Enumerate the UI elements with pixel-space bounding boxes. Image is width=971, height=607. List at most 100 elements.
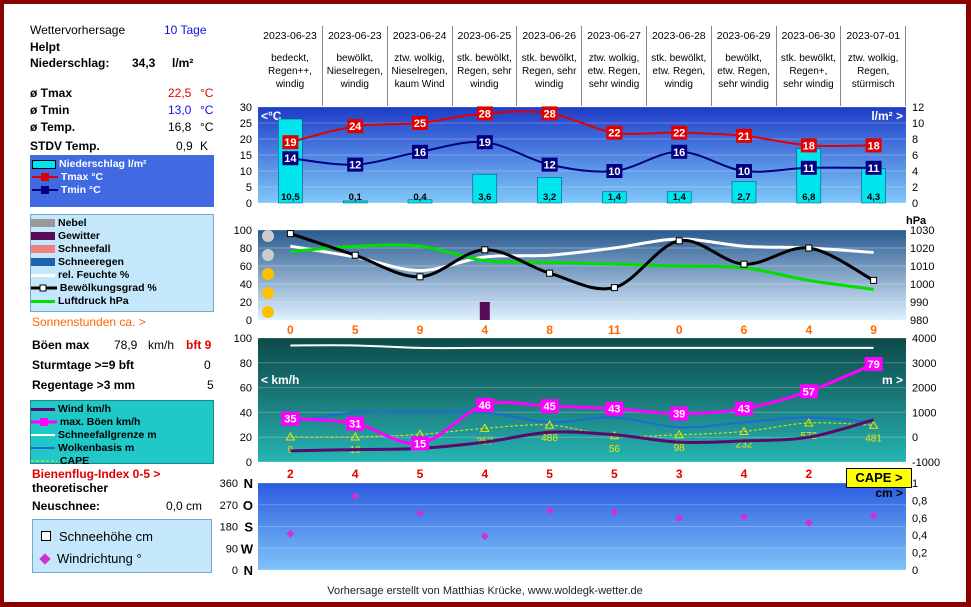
cape-label: 572 [800,431,817,442]
snow-ytick: 1 [912,478,918,490]
wind-ytick: 0 [246,457,252,469]
gust-max-unit: km/h [148,338,175,352]
tmin-label: 16 [673,147,685,159]
precip-bar [537,177,562,204]
sunshine-label: 6 [741,323,748,337]
wind-ytick: 20 [240,432,252,444]
precip-bar [407,199,433,204]
cape-marker [674,429,685,439]
day-date: 2023-06-26 [522,30,577,42]
cape-marker [803,418,814,427]
tmax-label: 22 [673,128,685,140]
gust-marker [864,357,883,372]
rain-days-label: Regentage >3 mm [32,378,136,392]
tmin-marker [476,135,493,150]
day-description: bedeckt, Regen++, windig [268,53,312,90]
legend-tmin: Tmin °C [60,184,101,196]
wind-ytick: 100 [234,333,252,345]
new-snow-value: 0,0 cm [166,499,203,513]
precip-value: 34,3 [132,56,156,70]
pressure-ytick: 990 [910,297,928,309]
tmax-label: 19 [284,137,296,149]
gust-label: 35 [284,414,296,426]
gust-marker [799,384,818,399]
tmin-unit: °C [200,103,214,117]
sun-hours-label: Sonnenstunden ca. > [32,315,146,329]
rain-days-value: 5 [207,378,214,392]
precip-bar [278,118,303,204]
tmin-marker [671,144,688,159]
gust-max-label: Böen max [32,338,90,352]
tmax-label: 18 [867,140,879,152]
cape-line [290,422,874,438]
tmax-label: 24 [349,121,362,133]
bee-index-label: 5 [546,467,553,481]
wind-unit-right: m > [882,373,903,387]
gust-marker [411,436,429,451]
day-description: ztw. wolkig, Regen, stürmisch [847,53,899,90]
compass-label: W [241,541,254,556]
day-description: stk. bewölkt, Regen, sehr windig [456,53,512,90]
wind-direction-marker [545,506,554,515]
snow-unit: cm > [875,486,903,500]
weather-icon [262,230,274,242]
legend-precip: Niederschlag l/m² [59,158,147,170]
wind-direction-marker [416,509,424,518]
snow-ytick: 0,4 [912,530,927,542]
tmax-unit: °C [200,86,214,100]
stdv-unit: K [200,139,209,153]
weather-icon [262,306,274,318]
day-date: 2023-06-23 [263,30,317,42]
gust-label: 43 [738,404,750,416]
sunshine-label: 9 [417,323,424,337]
cape-label: 114 [412,442,428,453]
cape-badge[interactable]: CAPE > [846,468,912,488]
legend-cape: CAPE [59,455,90,467]
tavg-label: ø Temp. [30,120,76,134]
bee-index-label: 4 [481,467,488,481]
weather-icon [262,249,274,261]
temp-unit-right: l/m² > [871,109,903,123]
cape-label: 488 [541,433,558,444]
storm-days-value: 0 [204,358,211,372]
wind-ytick: 80 [240,358,252,370]
temp-panel-bg [258,107,906,203]
direction-ytick: 270 [220,500,238,512]
cloud-cover-marker [546,269,554,277]
precip-ytick: 10 [912,118,924,130]
temp-ytick: 30 [240,102,252,114]
temp-ytick: 0 [246,198,252,210]
day-header-cell: 2023-06-26 stk. bewölkt, Regen, sehr windig [517,26,583,106]
precip-bar [602,191,627,204]
day-date: 2023-06-23 [327,30,382,42]
precip-label: 1,4 [608,192,622,203]
day-date: 2023-06-27 [587,30,641,42]
temp-ytick: 15 [240,150,252,162]
day-header-cell: 2023-06-28 stk. bewölkt, etw. Regen, windig [647,26,712,106]
cape-label: 10 [350,445,362,456]
cloud-legend: Nebel Gewitter Schneefall Schneeregen re… [30,214,214,312]
pressure-ytick: 980 [910,315,928,327]
compass-label: O [243,498,253,513]
tmin-marker [412,144,428,159]
cape-marker [868,420,879,429]
bee-index-label: 4 [352,467,359,481]
tmax-marker [606,125,623,140]
stdv-value: 0,9 [176,139,193,153]
storm-days-label: Sturmtage >=9 bft [32,358,135,372]
legend-nebel: Nebel [58,217,87,229]
day-header-cell: 2023-06-27 ztw. wolkig, etw. Regen, sehr wi… [582,26,647,106]
legend-feuchte: rel. Feuchte % [58,269,130,281]
height-ytick: 4000 [912,333,936,345]
tmax-marker [412,116,428,130]
cloud-cover-marker [416,273,424,281]
precip-label: 0,1 [349,192,363,203]
legend-schneefallgrenze: Schneefallgrenze m [58,429,157,441]
day-header-cell: 2023-06-29 bewölkt, etw. Regen, sehr windig [712,26,777,106]
tmin-label: 16 [414,147,426,159]
cape-marker [739,426,749,435]
compass-label: N [244,476,253,491]
day-header-cell: 2023-06-25 stk. bewölkt, Regen, sehr windig [452,26,518,106]
tmax-marker [347,119,364,134]
wind-direction-marker [675,514,684,523]
